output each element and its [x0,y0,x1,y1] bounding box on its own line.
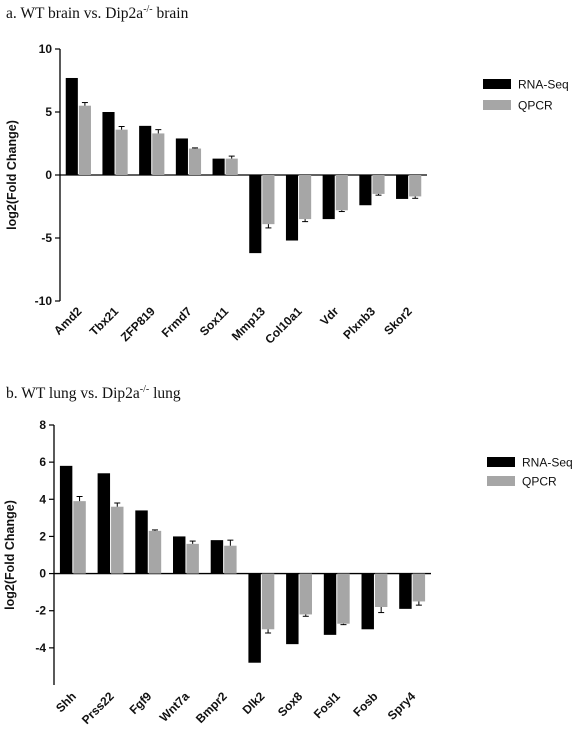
x-category-label: Spry4 [385,689,419,723]
bar-rnaseq [286,573,299,645]
panel-b-title-prefix: b. WT lung vs. Dip2a [6,385,140,403]
bar-qpcr [73,501,86,574]
bar-rnaseq [175,138,188,175]
y-tick-label: 2 [39,529,46,543]
bar-rnaseq [135,510,148,574]
bar-qpcr [261,573,275,630]
bar-rnaseq [210,540,224,574]
x-category-label: ZFP819 [118,304,158,344]
x-category-label: Skor2 [381,304,415,338]
bar-qpcr [262,175,275,225]
x-category-label: Fgf9 [127,689,155,717]
y-axis-label: log2(Fold Change) [3,500,17,610]
bar-rnaseq [139,125,152,175]
x-category-label: Dlk2 [240,689,268,717]
y-tick-label: 8 [39,418,46,432]
panel-a-title-suffix: brain [152,5,189,23]
legend-label-rnaseq: RNA-Seq [518,78,569,92]
bar-qpcr [224,545,237,574]
bar-rnaseq [396,175,409,199]
y-axis-label: log2(Fold Change) [5,120,19,230]
panel-b-title: b. WT lung vs. Dip2a-/- lung [6,384,181,403]
y-tick-label: -2 [35,604,46,618]
legend-swatch-qpcr [487,476,515,486]
x-category-label: Shh [53,689,79,715]
y-tick-label: 0 [39,567,46,581]
bar-rnaseq [212,158,225,175]
bar-qpcr [186,543,199,574]
x-category-label: Sox11 [197,304,232,339]
y-tick-label: 0 [45,168,52,182]
y-tick-label: 6 [39,455,46,469]
panel-b-title-suffix: lung [149,385,181,403]
legend-label-rnaseq: RNA-Seq [522,456,573,470]
bar-qpcr [78,105,91,175]
bar-rnaseq [285,175,299,241]
bar-qpcr [299,573,312,615]
bar-qpcr [225,158,238,175]
legend-label-qpcr: QPCR [518,99,553,113]
x-category-label: Vdr [317,304,341,328]
bar-qpcr [374,573,388,607]
bar-rnaseq [323,573,337,635]
bar-rnaseq [97,473,111,574]
chart-a: 10 5 0 -5 -10 log2(Fold Change) Amd2 Tbx21ZFP81… [5,42,569,347]
bar-rnaseq [359,175,372,206]
x-category-label: Amd2 [51,304,85,338]
y-tick-label: 10 [39,42,53,56]
bar-qpcr [409,175,422,197]
legend-swatch-qpcr [483,100,511,110]
x-category-label: Wnt7a [157,689,193,725]
bar-qpcr [188,148,202,175]
bar-qpcr [148,530,162,574]
bar-rnaseq [399,573,412,609]
bar-qpcr [372,175,385,194]
legend-swatch-rnaseq [483,79,511,89]
panel-a-title: a. WT brain vs. Dip2a-/- brain [6,4,188,23]
y-tick-label: 5 [45,105,52,119]
x-category-label: Fosl1 [311,689,343,721]
bar-qpcr [337,573,350,624]
bar-qpcr [299,175,312,220]
legend-swatch-rnaseq [487,457,515,467]
panel-b-title-sup: -/- [139,384,150,395]
bar-qpcr [335,175,348,211]
bar-rnaseq [102,112,115,175]
x-category-label: Col10a1 [262,304,305,347]
bar-rnaseq [361,573,374,630]
panel-a-title-prefix: a. WT brain vs. Dip2a [6,5,144,23]
bar-rnaseq [59,465,73,574]
x-category-label: Fosb [350,689,380,719]
bar-rnaseq [173,536,186,574]
x-category-label: Bmpr2 [193,689,230,726]
bar-qpcr [412,573,426,602]
bar-rnaseq [248,573,261,663]
chart-b: 8 6 4 2 0 -2 -4 log2(Fold Change) Shh Prss22 Fgf9 W… [3,418,573,727]
bar-rnaseq [249,175,262,254]
x-category-label: Frmd7 [159,304,195,340]
x-category-label: Plxnb3 [340,304,378,342]
bar-rnaseq [65,77,78,175]
x-category-label: Prss22 [79,689,117,727]
legend-label-qpcr: QPCR [522,475,557,489]
x-category-label: Tbx21 [87,304,122,339]
panel-a-title-sup: -/- [143,4,153,15]
y-tick-label: 4 [39,492,46,506]
bar-qpcr [111,506,124,574]
y-tick-label: -4 [35,641,46,655]
y-tick-label: -5 [41,231,52,245]
bar-qpcr [115,129,128,175]
bar-rnaseq [322,175,335,220]
x-category-label: Sox8 [275,689,305,719]
bar-qpcr [152,133,165,175]
y-tick-label: -10 [35,294,53,308]
